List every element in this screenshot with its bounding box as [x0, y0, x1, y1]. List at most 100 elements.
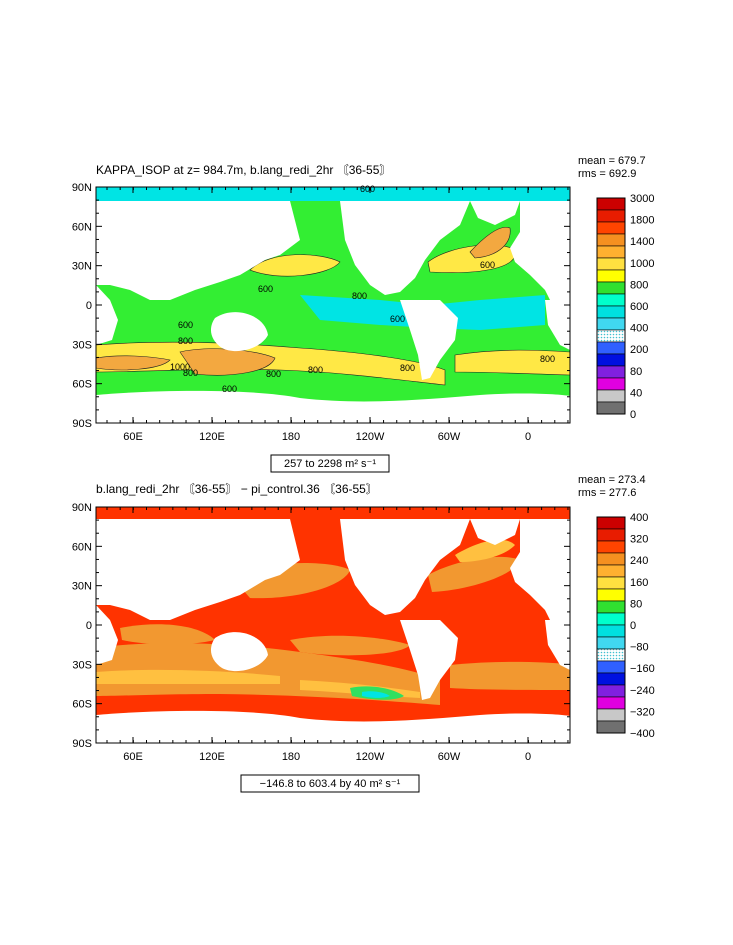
- map-1-axes: 90N 60N 30N 0 30S 60S 90S 60E 120E 180 120W 60W 0: [72, 182, 570, 443]
- colorbar-label: −160: [630, 663, 655, 675]
- lon-label: 120E: [199, 751, 225, 763]
- colorbar-swatch: [596, 684, 626, 698]
- colorbar-label: 1000: [630, 258, 654, 270]
- lat-label: 30S: [72, 659, 92, 671]
- lon-label: 120W: [356, 431, 385, 443]
- colorbar-label: 1400: [630, 236, 654, 248]
- colorbar-label: −400: [630, 728, 655, 740]
- map-2-eurasia: [96, 519, 300, 620]
- lon-label: 180: [282, 431, 300, 443]
- map-2-indian: [120, 624, 215, 645]
- map-1-africa-south: [545, 300, 570, 350]
- map-1-arctic: [96, 187, 570, 201]
- colorbar-label: −320: [630, 706, 655, 718]
- panel-1-rms: rms = 692.9: [578, 168, 636, 180]
- colorbar-label: −80: [630, 642, 649, 654]
- map-1-south-america: [400, 300, 458, 380]
- map-1-greenland: [470, 201, 520, 225]
- colorbar-swatch: [596, 401, 626, 415]
- map-1-north-pacific-high: [249, 254, 341, 277]
- svg-text:800: 800: [400, 363, 415, 373]
- lon-label: 180: [282, 751, 300, 763]
- colorbar-swatch: [596, 576, 626, 590]
- colorbar-swatch: [596, 660, 626, 674]
- colorbar-label: 600: [630, 301, 648, 313]
- svg-text:800: 800: [308, 365, 323, 375]
- colorbar-swatch: [596, 269, 626, 283]
- colorbar-2: 400 320 240 160 80 0 −80 −160 −240 −320 −400: [596, 512, 655, 740]
- colorbar-label: 1800: [630, 215, 654, 227]
- lat-label: 30N: [72, 261, 92, 273]
- colorbar-swatch: [596, 528, 626, 542]
- svg-text:800: 800: [266, 369, 281, 379]
- colorbar-swatch: [596, 221, 626, 235]
- colorbar-label: 400: [630, 323, 648, 335]
- panel-2-mean: mean = 273.4: [578, 474, 646, 486]
- map-2-africa-south: [545, 620, 570, 670]
- colorbar-swatch: [596, 245, 626, 259]
- lon-label: 60W: [438, 751, 461, 763]
- panel-1-title: KAPPA_ISOP at z= 984.7m, b.lang_redi_2hr…: [96, 163, 391, 177]
- map-1: [96, 187, 570, 423]
- lat-label: 90S: [72, 418, 92, 430]
- lon-label: 0: [525, 751, 531, 763]
- map-1-southern-higher: [179, 348, 276, 376]
- svg-text:600: 600: [390, 314, 405, 324]
- lon-label: 120W: [356, 751, 385, 763]
- colorbar-frame: [596, 516, 626, 734]
- map-2-north-atlantic-band: [428, 556, 520, 592]
- colorbar-swatch: [596, 329, 626, 343]
- colorbar-label: 160: [630, 577, 648, 589]
- panel-2-rms: rms = 277.6: [578, 487, 636, 499]
- colorbar-label: 400: [630, 512, 648, 524]
- colorbar-swatch: [596, 353, 626, 367]
- map-2-negative-patch-2: [362, 691, 390, 698]
- colorbar-swatch: [596, 209, 626, 223]
- colorbar-swatch: [596, 293, 626, 307]
- colorbar-swatch: [596, 341, 626, 355]
- colorbar-swatch: [596, 233, 626, 247]
- lon-label: 60E: [123, 751, 143, 763]
- panel-2: b.lang_redi_2hr 〘36-55〙 − pi_control.36 …: [72, 474, 655, 793]
- map-1-eurasia: [96, 201, 300, 300]
- lat-label: 0: [86, 620, 92, 632]
- map-2-axes: 90N 60N 30N 0 30S 60S 90S 60E 120E 180 120W 60W 0: [72, 502, 570, 763]
- colorbar-swatch: [596, 720, 626, 734]
- colorbar-label: 0: [630, 409, 636, 421]
- svg-text:800: 800: [540, 354, 555, 364]
- colorbar-swatch: [596, 672, 626, 686]
- colorbar-swatch: [596, 257, 626, 271]
- colorbar-label: 40: [630, 387, 642, 399]
- lon-label: 60E: [123, 431, 143, 443]
- colorbar-label: 240: [630, 555, 648, 567]
- colorbar-swatch: [596, 365, 626, 379]
- colorbar-swatch: [596, 197, 626, 211]
- colorbar-swatch: [596, 564, 626, 578]
- colorbar-swatch: [596, 389, 626, 403]
- lon-label: 60W: [438, 431, 461, 443]
- map-1-north-america: [340, 201, 470, 295]
- panel-1-mean: mean = 679.7: [578, 155, 646, 167]
- colorbar-frame: [596, 197, 626, 415]
- map-2-europe-africa: [510, 519, 570, 620]
- colorbar-swatch: [596, 636, 626, 650]
- colorbar-label: 80: [630, 366, 642, 378]
- map-2-greenland: [470, 519, 520, 545]
- map-2: [96, 507, 570, 743]
- colorbar-swatch: [596, 281, 626, 295]
- colorbar-swatch: [596, 516, 626, 530]
- lon-label: 120E: [199, 431, 225, 443]
- map-2-mid-pacific: [290, 635, 410, 656]
- svg-text:800: 800: [352, 291, 367, 301]
- svg-text:600: 600: [178, 320, 193, 330]
- map-2-southern-band-atl: [450, 661, 570, 690]
- colorbar-label: 80: [630, 598, 642, 610]
- map-2-north-atlantic-light: [455, 539, 515, 562]
- colorbar-swatch: [596, 552, 626, 566]
- range-label-1: 257 to 2298 m² s⁻¹: [284, 458, 376, 470]
- colorbar-swatch: [596, 624, 626, 638]
- map-2-antarctica: [96, 722, 570, 743]
- colorbar-swatch: [596, 648, 626, 662]
- lat-label: 0: [86, 300, 92, 312]
